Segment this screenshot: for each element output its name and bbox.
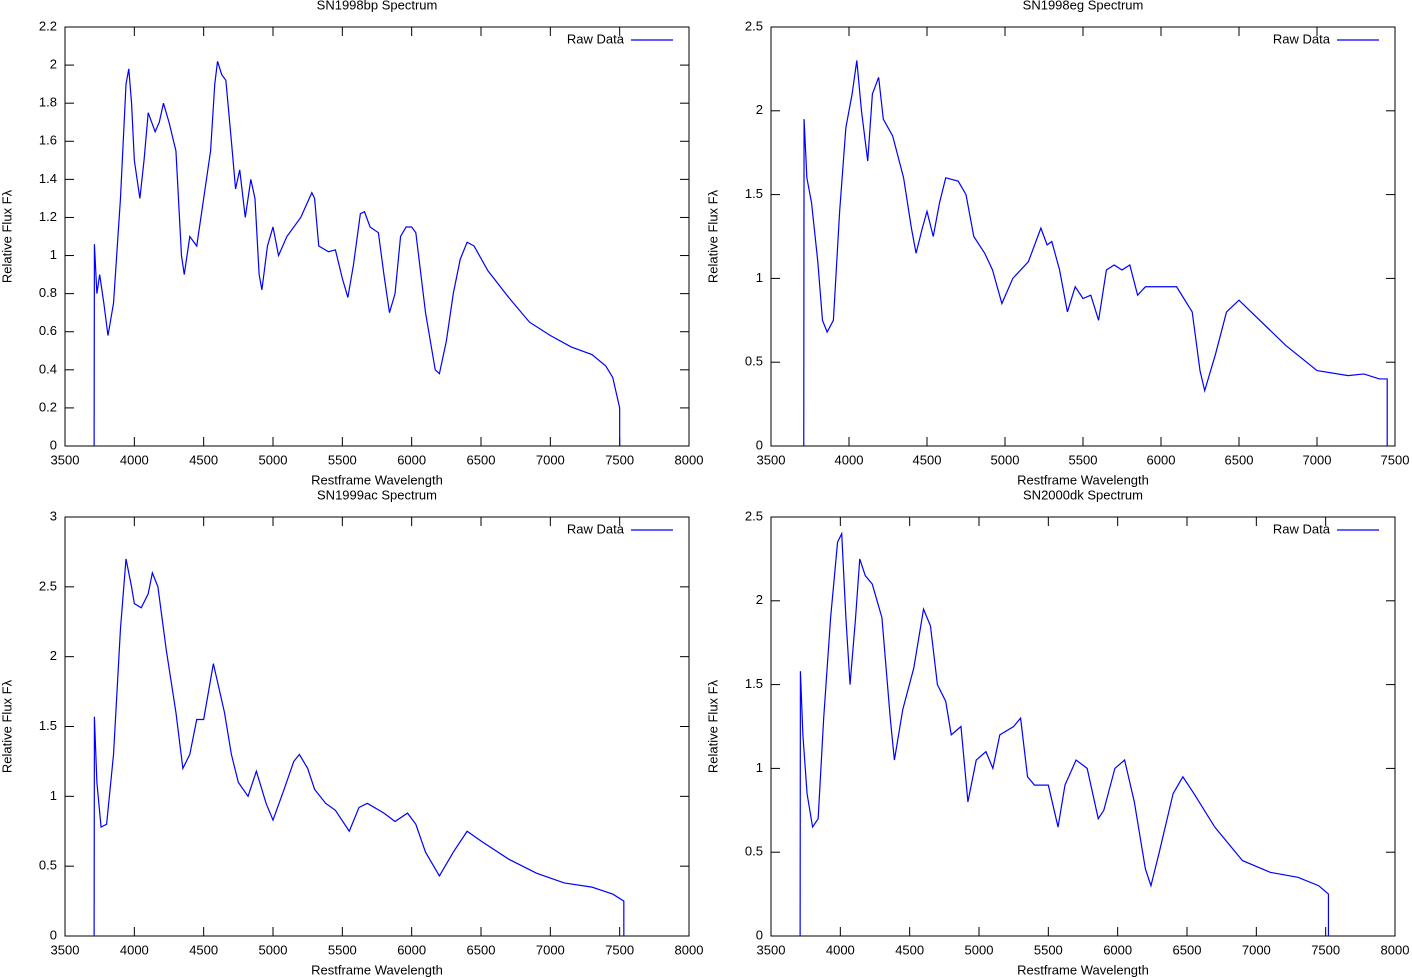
chart-title: SN1999ac Spectrum: [317, 487, 437, 502]
x-tick-label: 6500: [1173, 942, 1202, 957]
y-tick-label: 2: [756, 592, 763, 607]
x-axis-label: Restframe Wavelength: [1017, 962, 1149, 977]
plot-frame: [64, 26, 690, 447]
legend-label: Raw Data: [567, 31, 625, 46]
x-tick-label: 7000: [536, 942, 565, 957]
x-tick-label: 3500: [757, 452, 786, 467]
spectrum-line: [799, 531, 1330, 937]
y-axis-label: Relative Flux Fλ: [0, 189, 14, 283]
x-tick-label: 3500: [51, 452, 80, 467]
y-tick-label: 0: [756, 927, 763, 942]
x-tick-label: 7000: [536, 452, 565, 467]
y-tick-label: 2.5: [745, 508, 763, 523]
y-tick-label: 0: [756, 437, 763, 452]
y-tick-label: 2: [50, 648, 57, 663]
x-tick-label: 5000: [965, 942, 994, 957]
spectrum-line: [93, 61, 621, 447]
x-tick-label: 5500: [328, 452, 357, 467]
y-tick-label: 2.5: [39, 578, 57, 593]
x-tick-label: 4000: [826, 942, 855, 957]
y-tick-label: 1: [756, 760, 763, 775]
x-tick-label: 7500: [605, 942, 634, 957]
x-tick-label: 4000: [120, 452, 149, 467]
x-tick-label: 6000: [397, 942, 426, 957]
y-tick-label: 2: [50, 57, 57, 72]
y-tick-label: 1: [50, 788, 57, 803]
y-tick-label: 1.5: [39, 718, 57, 733]
y-tick-label: 2: [756, 102, 763, 117]
y-tick-label: 0.5: [745, 844, 763, 859]
y-tick-label: 2.2: [39, 18, 57, 33]
x-tick-label: 3500: [51, 942, 80, 957]
y-axis-label: Relative Flux Fλ: [705, 679, 720, 773]
x-tick-label: 7500: [1311, 942, 1340, 957]
spectrum-line: [93, 558, 625, 937]
y-tick-label: 0.5: [745, 354, 763, 369]
y-tick-label: 0.8: [39, 285, 57, 300]
y-tick-label: 2.5: [745, 18, 763, 33]
x-tick-label: 5000: [991, 452, 1020, 467]
y-tick-label: 0.4: [39, 361, 57, 376]
y-tick-label: 1.4: [39, 171, 57, 186]
x-tick-label: 8000: [1381, 942, 1410, 957]
x-axis-label: Restframe Wavelength: [1017, 472, 1149, 487]
y-axis-label: Relative Flux Fλ: [0, 679, 14, 773]
legend-label: Raw Data: [567, 521, 625, 536]
y-tick-label: 0: [50, 927, 57, 942]
chart-title: SN1998bp Spectrum: [317, 0, 438, 12]
x-tick-label: 6500: [467, 452, 496, 467]
x-tick-label: 4500: [189, 942, 218, 957]
plot-frame: [770, 516, 1396, 937]
x-tick-label: 6500: [467, 942, 496, 957]
x-tick-label: 5000: [259, 942, 288, 957]
x-tick-label: 4500: [189, 452, 218, 467]
x-tick-label: 8000: [675, 452, 704, 467]
y-tick-label: 0: [50, 437, 57, 452]
y-tick-label: 0.2: [39, 399, 57, 414]
x-tick-label: 3500: [757, 942, 786, 957]
y-tick-label: 1: [50, 247, 57, 262]
x-tick-label: 7000: [1242, 942, 1271, 957]
y-tick-label: 1.6: [39, 133, 57, 148]
x-tick-label: 7000: [1303, 452, 1332, 467]
y-tick-label: 1.8: [39, 95, 57, 110]
spectrum-line: [803, 60, 1388, 447]
x-axis-label: Restframe Wavelength: [311, 472, 443, 487]
y-tick-label: 0.5: [39, 858, 57, 873]
x-tick-label: 6500: [1225, 452, 1254, 467]
plot-frame: [64, 516, 690, 937]
x-tick-label: 5000: [259, 452, 288, 467]
y-tick-label: 3: [50, 508, 57, 523]
chart-title: SN1998eg Spectrum: [1023, 0, 1144, 12]
y-tick-label: 1.2: [39, 209, 57, 224]
y-axis-label: Relative Flux Fλ: [705, 189, 720, 283]
x-tick-label: 6000: [1103, 942, 1132, 957]
x-tick-label: 4000: [835, 452, 864, 467]
x-tick-label: 4500: [913, 452, 942, 467]
x-tick-label: 7500: [605, 452, 634, 467]
x-tick-label: 7500: [1381, 452, 1410, 467]
legend-label: Raw Data: [1273, 31, 1331, 46]
x-tick-label: 8000: [675, 942, 704, 957]
x-tick-label: 6000: [397, 452, 426, 467]
y-tick-label: 1.5: [745, 676, 763, 691]
x-tick-label: 5500: [328, 942, 357, 957]
legend-label: Raw Data: [1273, 521, 1331, 536]
plot-frame: [770, 26, 1396, 447]
y-tick-label: 1.5: [745, 186, 763, 201]
x-tick-label: 4500: [895, 942, 924, 957]
chart-title: SN2000dk Spectrum: [1023, 487, 1143, 502]
y-tick-label: 0.6: [39, 323, 57, 338]
x-tick-label: 5500: [1069, 452, 1098, 467]
x-tick-label: 6000: [1147, 452, 1176, 467]
y-tick-label: 1: [756, 270, 763, 285]
x-tick-label: 4000: [120, 942, 149, 957]
x-tick-label: 5500: [1034, 942, 1063, 957]
x-axis-label: Restframe Wavelength: [311, 962, 443, 977]
